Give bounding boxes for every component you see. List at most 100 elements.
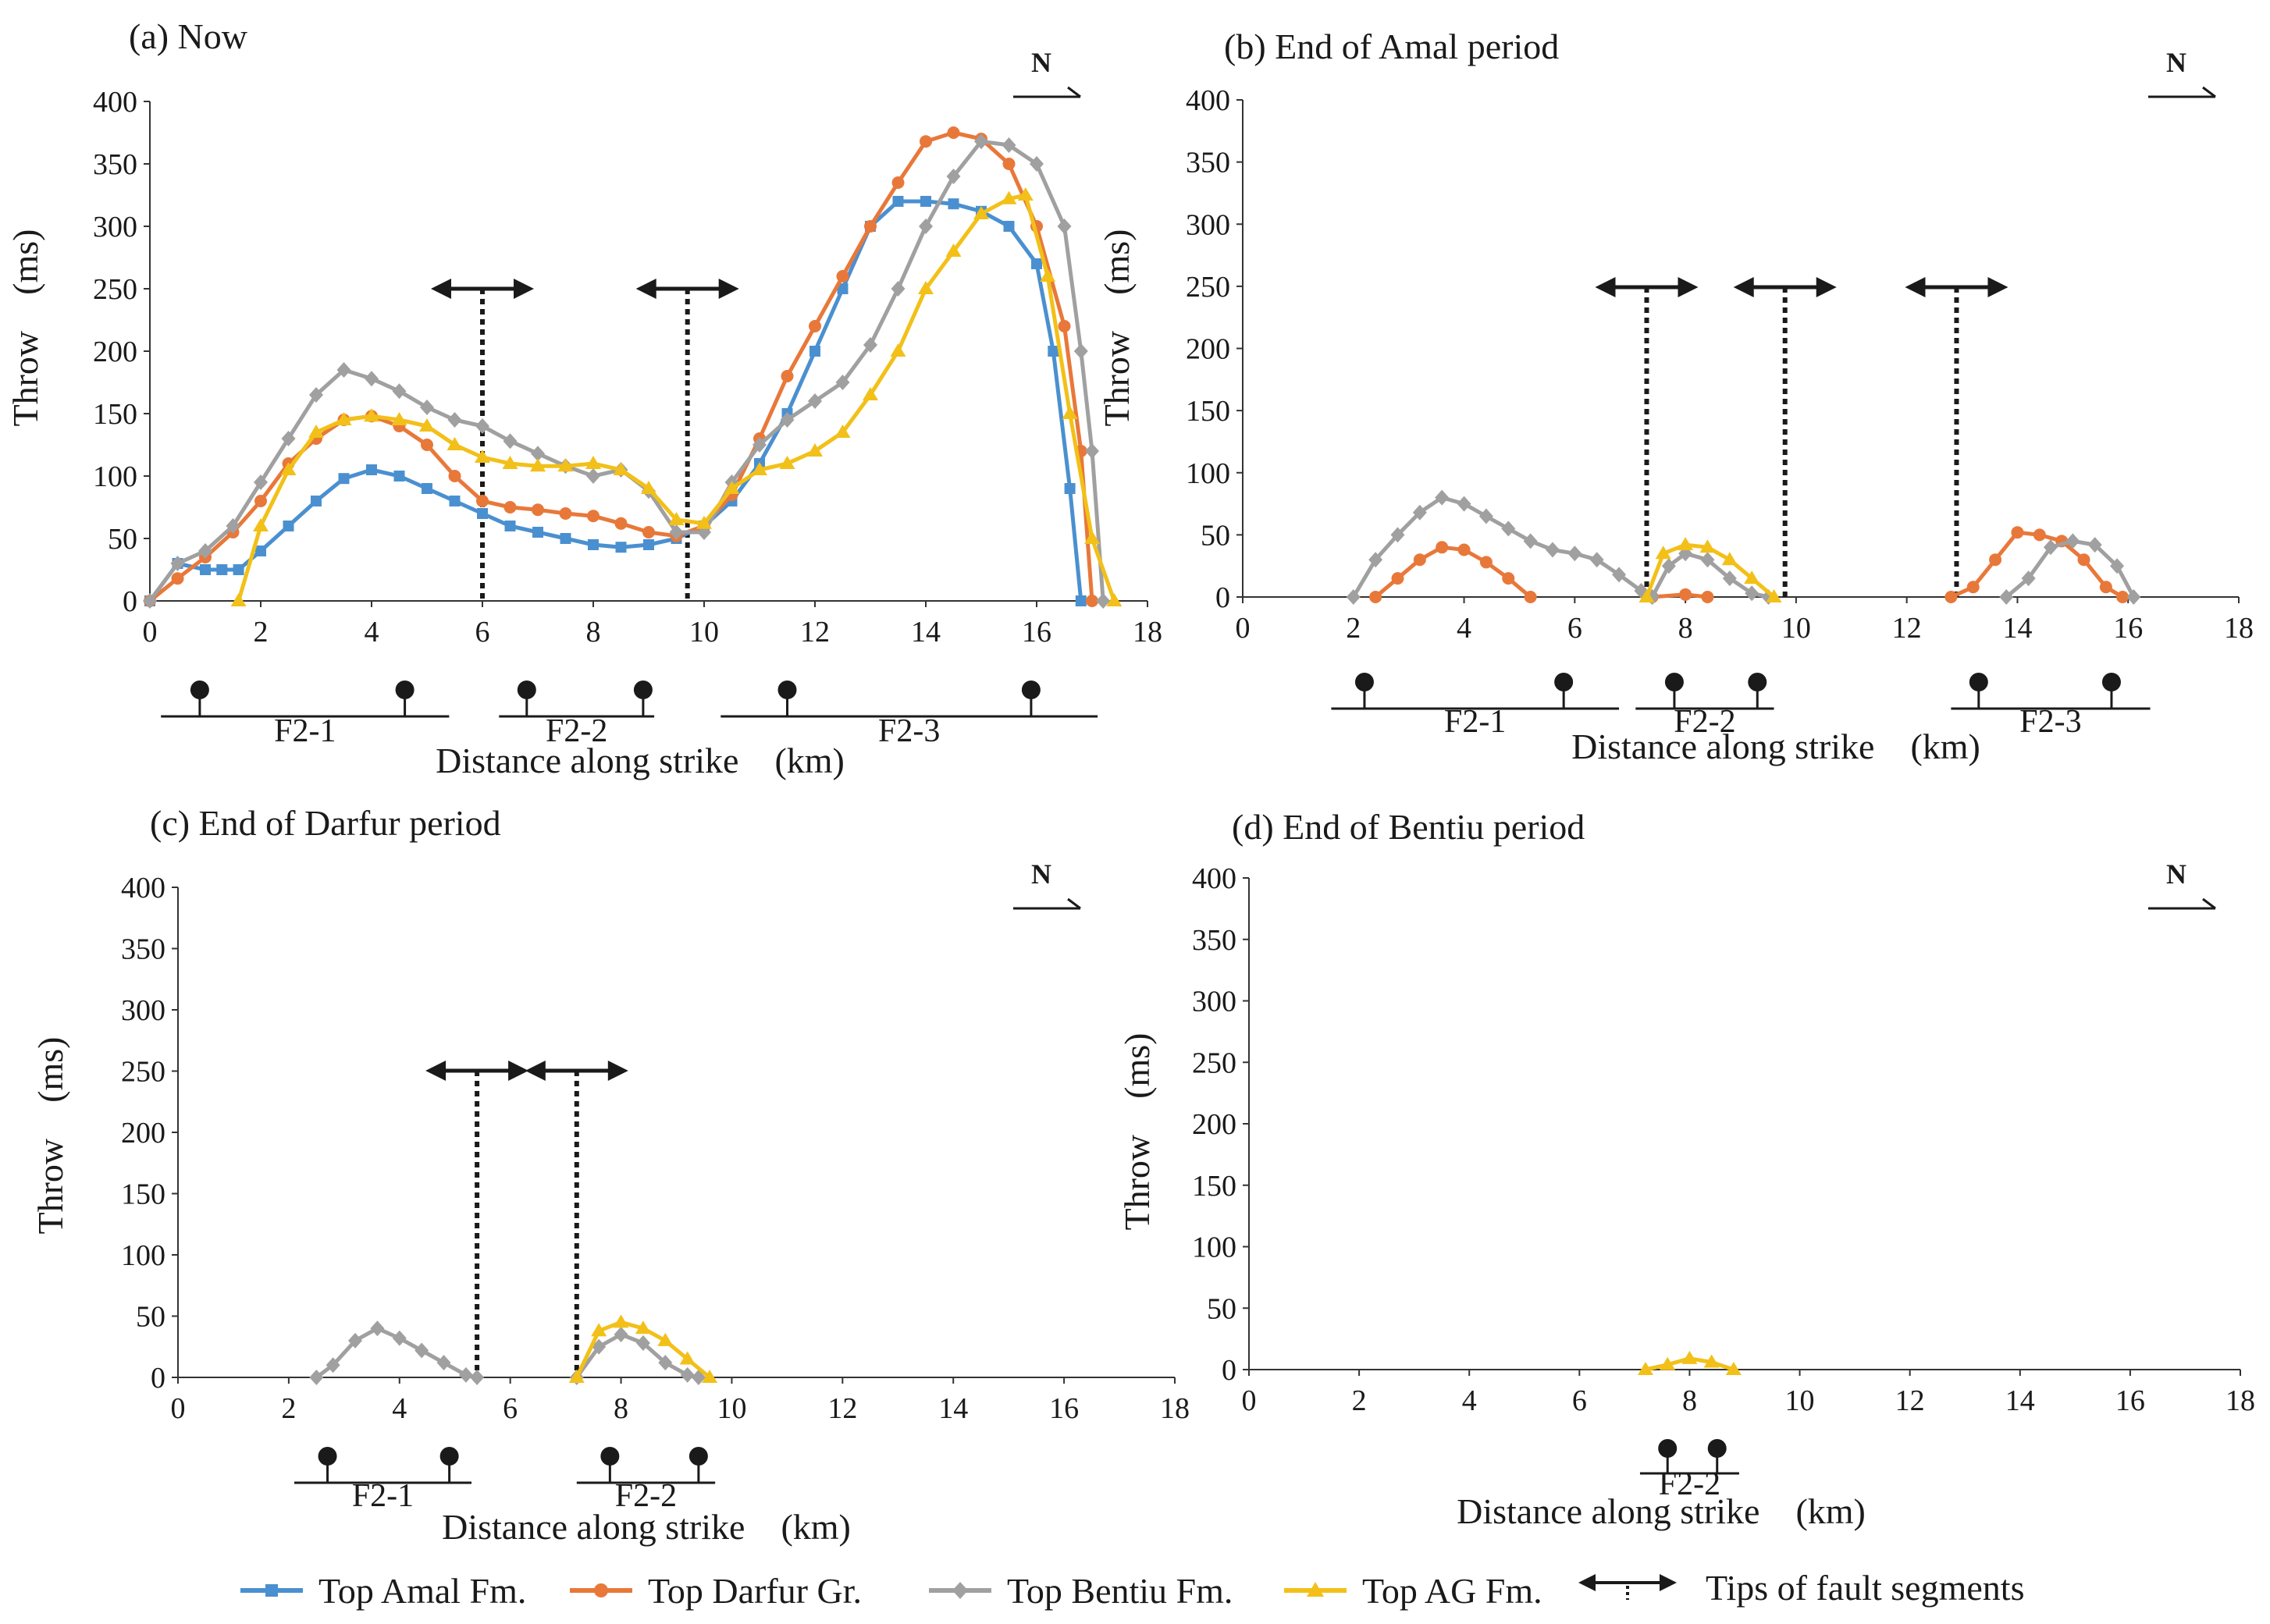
x-tick-label: 6	[503, 1392, 518, 1425]
data-point-darfur	[891, 176, 905, 189]
x-tick-label: 14	[2002, 612, 2032, 645]
data-point-bentiu	[254, 474, 268, 490]
series-line-darfur	[1374, 545, 1532, 599]
data-point-bentiu	[658, 1355, 673, 1371]
data-point-amal	[255, 545, 266, 556]
data-point-bentiu	[669, 524, 684, 540]
data-point-ag	[253, 518, 269, 531]
y-tick-label: 400	[1186, 84, 1230, 117]
data-point-bentiu	[1085, 443, 1099, 459]
x-tick-label: 8	[614, 1392, 628, 1425]
data-point-amal	[1031, 258, 1042, 269]
fault-tip-marker	[425, 1061, 529, 1377]
y-tick-label: 150	[121, 1178, 165, 1211]
data-point-darfur	[448, 470, 461, 482]
data-point-amal	[615, 542, 627, 553]
y-tick-label: 250	[93, 273, 137, 306]
y-tick-label: 300	[1186, 208, 1230, 241]
x-tick-label: 2	[1346, 612, 1361, 645]
fault-tip-marker	[635, 279, 739, 601]
data-point-bentiu	[226, 518, 240, 534]
data-point-bentiu	[2043, 539, 2058, 556]
series-ag	[1638, 537, 1782, 602]
north-label: N	[1031, 47, 1051, 78]
x-tick-label: 14	[911, 616, 941, 649]
data-point-bentiu	[1096, 593, 1111, 609]
series-line-ag	[237, 193, 1116, 602]
data-point-ag	[1655, 545, 1671, 560]
data-point-bentiu	[309, 1370, 324, 1385]
data-point-ag	[591, 1323, 607, 1337]
data-point-ag	[568, 1370, 585, 1383]
fault-tip-arrow-right	[1987, 277, 2008, 297]
x-tick-label: 4	[1457, 612, 1471, 645]
panel-title: (d) End of Bentiu period	[1232, 807, 1585, 847]
data-point-ag	[1766, 589, 1782, 602]
y-tick-label: 200	[1186, 333, 1230, 366]
data-point-amal	[338, 473, 350, 485]
data-point-ag	[890, 343, 906, 357]
data-point-bentiu	[309, 387, 323, 403]
data-point-ag	[724, 481, 740, 494]
y-tick-label: 300	[121, 994, 165, 1027]
fault-segment-bar: F2-3	[1951, 673, 2151, 740]
data-point-amal	[311, 496, 322, 506]
data-point-amal	[532, 527, 543, 538]
data-point-bentiu	[1030, 156, 1044, 172]
data-point-amal	[643, 539, 654, 550]
y-tick-label: 300	[93, 211, 137, 243]
data-point-ag	[280, 462, 297, 475]
data-point-bentiu	[392, 1330, 407, 1346]
fault-tip-arrow-left	[635, 279, 656, 299]
y-tick-label: 350	[93, 148, 137, 181]
x-tick-label: 16	[2113, 612, 2143, 645]
data-point-amal	[1003, 221, 1015, 232]
data-point-bentiu	[753, 437, 767, 453]
data-point-bentiu	[370, 1320, 385, 1337]
data-point-bentiu	[415, 1342, 429, 1359]
data-point-bentiu	[1390, 527, 1405, 543]
y-tick-label: 150	[1192, 1170, 1236, 1203]
data-point-bentiu	[531, 446, 545, 462]
data-point-bentiu	[458, 1366, 473, 1383]
x-tick-label: 0	[171, 1392, 186, 1425]
x-tick-label: 14	[938, 1392, 968, 1425]
x-tick-label: 18	[2224, 612, 2254, 645]
data-point-bentiu	[946, 169, 961, 184]
data-point-darfur	[2011, 526, 2024, 539]
data-point-darfur	[614, 517, 628, 530]
fault-tip-marker	[1905, 277, 2008, 597]
data-point-darfur	[254, 495, 267, 507]
data-point-bentiu	[586, 468, 600, 484]
fault-segment-bar: F2-2	[499, 681, 655, 749]
fault-segment-bar: F2-2	[1639, 1439, 1739, 1502]
data-point-bentiu	[1722, 570, 1737, 587]
north-arrow-head	[1067, 86, 1081, 98]
data-point-ag	[391, 412, 407, 425]
fault-tip-arrow-left	[431, 279, 451, 299]
data-point-darfur	[503, 501, 517, 513]
fault-segment-bar: F2-1	[294, 1447, 472, 1514]
data-point-amal	[216, 564, 228, 575]
x-tick-label: 2	[1352, 1384, 1367, 1417]
data-point-darfur	[2116, 591, 2129, 603]
data-point-bentiu	[1545, 542, 1560, 558]
data-point-darfur	[2099, 581, 2112, 594]
data-point-bentiu	[1412, 504, 1427, 521]
data-point-bentiu	[863, 337, 877, 353]
series-bentiu	[1346, 489, 2141, 605]
data-point-ag	[1084, 531, 1100, 544]
y-tick-label: 200	[1192, 1108, 1236, 1141]
data-point-ag	[447, 437, 463, 450]
data-point-ag	[635, 1320, 651, 1334]
data-point-bentiu	[919, 219, 933, 234]
north-label: N	[2166, 47, 2186, 78]
x-tick-label: 10	[1785, 1384, 1815, 1417]
data-point-amal	[588, 539, 599, 550]
data-point-bentiu	[1523, 533, 1538, 549]
segment-label: F2-2	[1674, 704, 1735, 740]
x-tick-label: 8	[586, 616, 601, 649]
data-point-ag	[668, 512, 685, 525]
segment-label: F2-2	[1659, 1466, 1720, 1502]
y-tick-label: 50	[1207, 1292, 1236, 1325]
